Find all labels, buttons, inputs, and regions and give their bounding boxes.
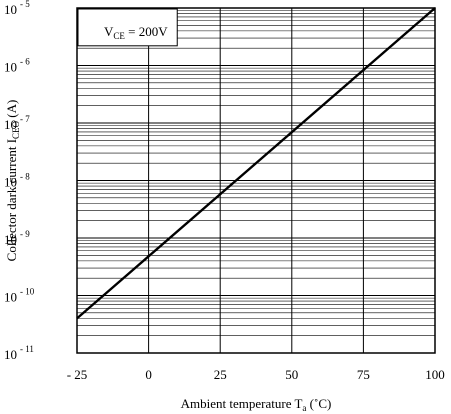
y-tick-base: 10 [4, 232, 17, 247]
y-tick-label: 10- 9 [4, 229, 30, 247]
y-axis-label-main: Collector dark current I [4, 139, 19, 261]
y-tick-label: 10- 6 [4, 57, 30, 75]
condition-annotation: VCE = 200V [77, 8, 178, 47]
y-tick-exponent: - 9 [20, 229, 30, 239]
minor-gridlines [77, 10, 435, 336]
x-tick-labels: - 25 0 25 50 75 100 [67, 367, 445, 382]
x-axis-label-sub: a [302, 403, 306, 413]
y-tick-label: 10- 11 [4, 344, 34, 362]
y-tick-base: 10 [4, 290, 17, 305]
y-tick-base: 10 [4, 2, 17, 17]
y-tick-base: 10 [4, 347, 17, 362]
y-tick-exponent: - 8 [20, 172, 30, 182]
series-line [76, 7, 436, 320]
y-tick-base: 10 [4, 175, 17, 190]
x-tick-label: 25 [214, 367, 227, 382]
plot-frame [76, 7, 436, 354]
y-tick-label: 10- 8 [4, 172, 30, 190]
y-axis-label-sub: CEO [11, 120, 21, 139]
x-axis-label-unit: (˚C) [306, 396, 331, 411]
y-tick-base: 10 [4, 117, 17, 132]
x-tick-label: 0 [145, 367, 152, 382]
y-tick-exponent: - 11 [20, 344, 34, 354]
x-tick-label: 100 [425, 367, 445, 382]
y-tick-label: 10- 7 [4, 114, 30, 132]
y-tick-exponent: - 5 [20, 0, 30, 9]
y-tick-exponent: - 10 [20, 287, 35, 297]
y-tick-label: 10- 10 [4, 287, 35, 305]
annotation-box [77, 8, 178, 47]
series-lines [76, 7, 436, 320]
y-axis-label: Collector dark current ICEO (A) [4, 100, 21, 262]
annotation-sub: CE [113, 31, 125, 41]
x-tick-label: 50 [285, 367, 298, 382]
y-tick-exponent: - 6 [20, 57, 30, 67]
annotation-text: VCE = 200V [104, 24, 168, 41]
y-tick-exponent: - 7 [20, 114, 30, 124]
x-tick-label: 75 [357, 367, 370, 382]
y-tick-base: 10 [4, 60, 17, 75]
x-axis-label-main: Ambient temperature T [181, 396, 303, 411]
x-axis-label: Ambient temperature Ta (˚C) [181, 396, 332, 413]
y-axis-label-unit: (A) [4, 100, 19, 121]
annotation-main: V [104, 24, 114, 39]
x-tick-label: - 25 [67, 367, 88, 382]
annotation-rest: = 200V [125, 24, 168, 39]
y-tick-label: 10- 5 [4, 0, 30, 17]
